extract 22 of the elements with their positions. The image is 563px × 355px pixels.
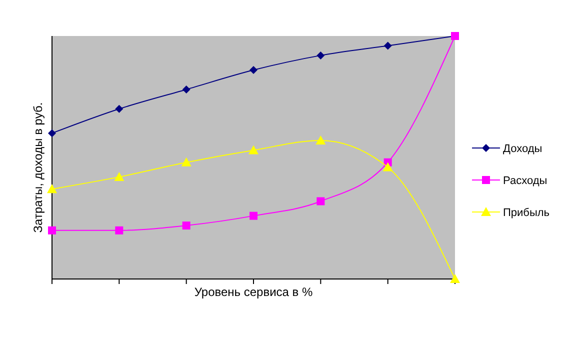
point xyxy=(47,184,57,194)
point xyxy=(384,42,392,50)
legend-label: Доходы xyxy=(503,143,542,155)
point xyxy=(248,145,258,154)
point xyxy=(316,197,325,206)
point xyxy=(115,104,124,113)
point xyxy=(115,226,124,234)
point xyxy=(316,135,326,144)
y-axis-title: Затраты, доходы в руб. xyxy=(31,102,45,233)
point xyxy=(181,157,192,166)
point xyxy=(114,172,124,181)
point xyxy=(316,51,325,60)
point xyxy=(182,85,190,94)
x-axis-title: Уровень сервиса в % xyxy=(194,285,314,299)
legend-label: Расходы xyxy=(503,175,548,187)
point xyxy=(182,222,190,230)
point xyxy=(250,66,258,74)
point xyxy=(382,162,393,172)
legend-label: Прибыль xyxy=(503,207,550,219)
point xyxy=(48,226,56,234)
point xyxy=(48,129,56,138)
point xyxy=(250,212,258,220)
